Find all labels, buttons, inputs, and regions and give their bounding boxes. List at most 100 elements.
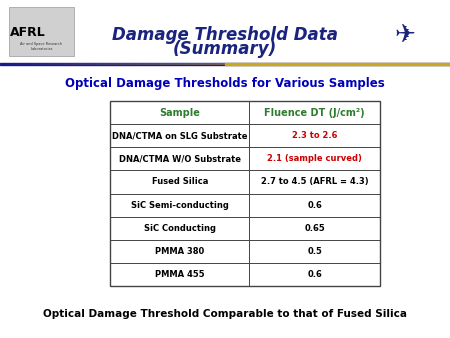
Text: SiC Semi-conducting: SiC Semi-conducting: [131, 200, 229, 210]
Bar: [207, 63, 211, 65]
Text: 2.7 to 4.5 (AFRL = 4.3): 2.7 to 4.5 (AFRL = 4.3): [261, 177, 369, 187]
Bar: [324, 63, 328, 65]
Bar: [418, 63, 423, 65]
Text: 0.6: 0.6: [307, 200, 322, 210]
Text: PMMA 380: PMMA 380: [155, 246, 204, 256]
Bar: [288, 63, 292, 65]
Bar: [292, 63, 297, 65]
Text: DNA/CTMA on SLG Substrate: DNA/CTMA on SLG Substrate: [112, 131, 248, 141]
Bar: [306, 63, 310, 65]
Bar: [360, 63, 364, 65]
Bar: [346, 63, 351, 65]
Text: Optical Damage Thresholds for Various Samples: Optical Damage Thresholds for Various Sa…: [65, 77, 385, 90]
Bar: [364, 63, 369, 65]
Bar: [144, 63, 148, 65]
Text: SiC Conducting: SiC Conducting: [144, 223, 216, 233]
Bar: [90, 63, 94, 65]
Bar: [392, 63, 396, 65]
Bar: [18, 63, 22, 65]
Bar: [243, 63, 248, 65]
Bar: [94, 63, 99, 65]
Bar: [382, 63, 387, 65]
Bar: [68, 63, 72, 65]
Bar: [110, 101, 380, 286]
Text: 0.5: 0.5: [307, 246, 322, 256]
Bar: [310, 63, 315, 65]
Bar: [338, 63, 342, 65]
Bar: [225, 63, 450, 65]
Bar: [135, 63, 140, 65]
Bar: [410, 63, 414, 65]
Bar: [238, 63, 243, 65]
Bar: [342, 63, 346, 65]
Bar: [212, 63, 216, 65]
Bar: [261, 63, 266, 65]
Bar: [112, 63, 117, 65]
Bar: [194, 63, 198, 65]
Bar: [279, 63, 284, 65]
Bar: [441, 63, 446, 65]
Bar: [0, 63, 4, 65]
Text: (Summary): (Summary): [173, 40, 277, 58]
Bar: [148, 63, 153, 65]
Text: Damage Threshold Data: Damage Threshold Data: [112, 26, 338, 45]
Bar: [400, 63, 405, 65]
Bar: [405, 63, 410, 65]
Bar: [414, 63, 418, 65]
Bar: [153, 63, 157, 65]
Bar: [252, 63, 256, 65]
Bar: [99, 63, 104, 65]
Text: Air and Space Research
Laboratories: Air and Space Research Laboratories: [20, 42, 63, 51]
Bar: [108, 63, 112, 65]
Bar: [14, 63, 18, 65]
Bar: [284, 63, 288, 65]
Bar: [76, 63, 81, 65]
Bar: [27, 63, 32, 65]
Bar: [266, 63, 270, 65]
Bar: [45, 63, 50, 65]
Text: DNA/CTMA W/O Substrate: DNA/CTMA W/O Substrate: [119, 154, 241, 164]
Text: Optical Damage Threshold Comparable to that of Fused Silica: Optical Damage Threshold Comparable to t…: [43, 309, 407, 319]
Bar: [202, 63, 207, 65]
Bar: [166, 63, 171, 65]
Bar: [315, 63, 320, 65]
Bar: [180, 63, 184, 65]
Bar: [436, 63, 441, 65]
Text: 2.1 (sample curved): 2.1 (sample curved): [267, 154, 362, 164]
Bar: [333, 63, 338, 65]
Bar: [387, 63, 392, 65]
Bar: [378, 63, 382, 65]
Text: ✈: ✈: [395, 23, 415, 48]
Bar: [225, 63, 230, 65]
Bar: [328, 63, 333, 65]
Bar: [369, 63, 374, 65]
Bar: [216, 63, 220, 65]
Bar: [432, 63, 436, 65]
Bar: [58, 63, 63, 65]
Bar: [423, 63, 428, 65]
Bar: [36, 63, 40, 65]
Bar: [72, 63, 76, 65]
Bar: [117, 63, 122, 65]
Bar: [256, 63, 261, 65]
Bar: [54, 63, 58, 65]
Bar: [176, 63, 180, 65]
Bar: [446, 63, 450, 65]
Bar: [86, 63, 90, 65]
Bar: [140, 63, 144, 65]
Text: Fused Silica: Fused Silica: [152, 177, 208, 187]
Bar: [184, 63, 189, 65]
Bar: [297, 63, 302, 65]
Bar: [396, 63, 400, 65]
Bar: [270, 63, 274, 65]
Bar: [9, 7, 74, 56]
Text: Sample: Sample: [159, 108, 200, 118]
Bar: [302, 63, 306, 65]
Bar: [189, 63, 194, 65]
Bar: [158, 63, 162, 65]
Bar: [22, 63, 27, 65]
Bar: [274, 63, 279, 65]
Bar: [126, 63, 130, 65]
Text: 0.65: 0.65: [304, 223, 325, 233]
Bar: [248, 63, 252, 65]
